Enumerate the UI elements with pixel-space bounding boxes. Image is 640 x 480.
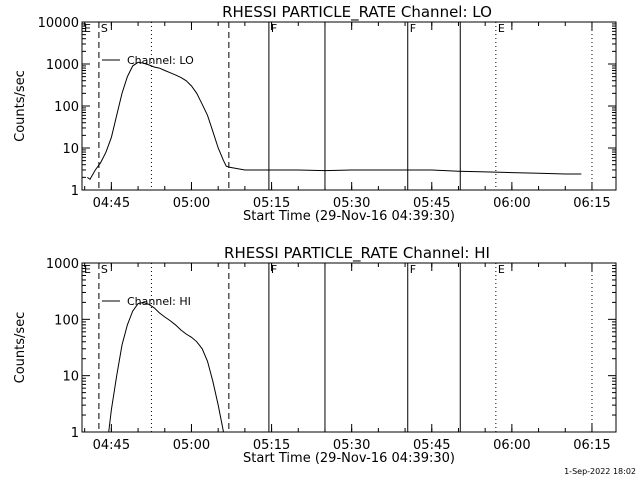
y-tick-label: 100: [54, 100, 79, 115]
x-tick-label: 04:45: [93, 438, 130, 453]
y-tick-label: 1000: [46, 58, 79, 73]
chart-title: RHESSI PARTICLE_RATE Channel: HI: [224, 244, 490, 263]
chart-panel: RHESSI PARTICLE_RATE Channel: HI Start Ti…: [13, 244, 617, 466]
event-marker-label: F: [410, 263, 416, 276]
y-tick-label: 1: [71, 184, 79, 199]
event-marker-label: E: [498, 263, 505, 276]
corner-flag-label: E: [84, 263, 91, 276]
chart-panel: RHESSI PARTICLE_RATE Channel: LO Start Ti…: [13, 3, 617, 224]
x-tick-label: 05:45: [413, 438, 450, 453]
x-tick-label: 05:00: [173, 196, 210, 211]
x-axis-label: Start Time (29-Nov-16 04:39:30): [243, 451, 455, 466]
data-series-line: [108, 301, 224, 433]
x-tick-label: 06:00: [493, 196, 530, 211]
x-tick-label: 05:15: [253, 196, 290, 211]
event-marker-label: E: [498, 22, 505, 35]
y-axis-label: Counts/sec: [13, 312, 28, 384]
event-marker-label: F: [271, 22, 277, 35]
chart-title: RHESSI PARTICLE_RATE Channel: LO: [222, 3, 492, 22]
legend-entry: Channel: LO: [127, 54, 194, 67]
y-tick-label: 10: [62, 370, 79, 385]
event-marker-label: F: [410, 22, 416, 35]
x-axis-label: Start Time (29-Nov-16 04:39:30): [243, 209, 455, 224]
x-tick-label: 06:15: [573, 438, 610, 453]
plot-frame: [81, 262, 617, 433]
event-marker-label: S: [101, 263, 108, 276]
x-tick-label: 05:45: [413, 196, 450, 211]
data-series-line: [87, 61, 582, 181]
legend-entry: Channel: HI: [127, 295, 191, 308]
x-tick-label: 06:15: [573, 196, 610, 211]
x-tick-label: 05:30: [333, 196, 370, 211]
y-tick-label: 10000: [38, 16, 79, 31]
x-tick-label: 05:00: [173, 438, 210, 453]
event-marker-label: S: [101, 22, 108, 35]
y-axis-label: Counts/sec: [13, 70, 28, 142]
footer-timestamp: 1-Sep-2022 18:02: [564, 467, 636, 476]
y-tick-label: 1000: [46, 257, 79, 272]
y-tick-label: 100: [54, 313, 79, 328]
x-tick-label: 05:15: [253, 438, 290, 453]
x-tick-label: 05:30: [333, 438, 370, 453]
x-tick-label: 04:45: [93, 196, 130, 211]
x-tick-label: 06:00: [493, 438, 530, 453]
y-tick-label: 1: [71, 426, 79, 441]
y-tick-label: 10: [62, 142, 79, 157]
event-marker-label: F: [271, 263, 277, 276]
corner-flag-label: E: [84, 22, 91, 35]
